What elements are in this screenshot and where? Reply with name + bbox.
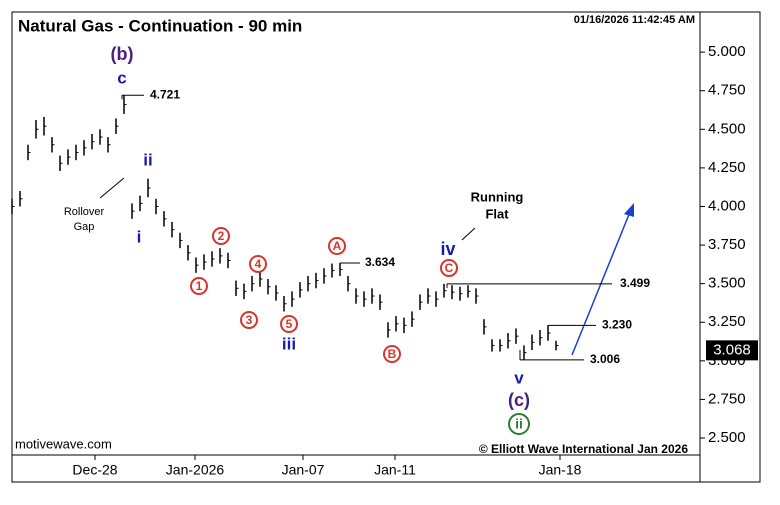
wave-label: (b): [111, 44, 134, 64]
x-tick-label: Dec-28: [72, 462, 117, 478]
y-tick-label: 4.250: [708, 159, 746, 176]
note-pointer: [99, 177, 125, 199]
wave-label: 2: [218, 229, 225, 243]
wave-label: ii: [515, 416, 523, 432]
wave-label: C: [445, 261, 454, 275]
wave-circle: [383, 345, 401, 363]
wave-label: 3: [246, 313, 253, 327]
wave-label: (c): [508, 390, 530, 410]
source: motivewave.com: [15, 436, 112, 451]
wave-label: iii: [282, 334, 296, 353]
timestamp: 01/16/2026 11:42:45 AM: [574, 14, 695, 26]
last-price-label: 3.068: [713, 341, 751, 358]
wave-label: i: [137, 227, 142, 246]
wave-circle: [440, 259, 458, 277]
wave-circle: [212, 227, 230, 245]
y-tick-label: 2.750: [708, 390, 746, 407]
wave-label: iv: [440, 239, 455, 259]
wave-label: A: [333, 239, 342, 253]
level-label: 3.230: [602, 318, 632, 332]
wave-circle: [280, 315, 298, 333]
note: Running: [471, 189, 524, 204]
wave-label: B: [388, 347, 397, 361]
y-tick-label: 2.500: [708, 429, 746, 446]
wave-circle: [328, 237, 346, 255]
note: Flat: [485, 206, 509, 221]
y-tick-label: 3.750: [708, 236, 746, 253]
level-label: 3.634: [365, 255, 395, 269]
y-tick-label: 4.000: [708, 197, 746, 214]
y-tick-label: 5.000: [708, 43, 746, 60]
note: Rollover: [64, 206, 105, 218]
y-tick-label: 4.500: [708, 120, 746, 137]
y-tick-label: 4.750: [708, 82, 746, 99]
wave-circle: [249, 255, 267, 273]
wave-circle: [240, 311, 258, 329]
x-tick-label: Jan-07: [282, 462, 325, 478]
level-label: 4.721: [150, 87, 180, 101]
arrow-head: [624, 203, 634, 217]
frame: [11, 11, 761, 483]
wave-label: ii: [143, 150, 152, 169]
y-tick-label: 3.500: [708, 275, 746, 292]
x-tick-label: Jan-11: [374, 462, 416, 478]
wave-label: 1: [196, 279, 203, 293]
wave-label: v: [514, 368, 524, 387]
y-tick-label: 3.250: [708, 313, 746, 330]
level-label: 3.006: [590, 352, 620, 366]
wave-label: c: [117, 68, 126, 87]
x-tick-label: Jan-18: [539, 462, 582, 478]
wave-circle: [190, 277, 208, 295]
wave-circle: [508, 413, 530, 435]
x-tick-label: Jan-2026: [166, 462, 225, 478]
copyright: © Elliott Wave International Jan 2026: [479, 442, 688, 456]
wave-label: 5: [286, 317, 293, 331]
chart-title: Natural Gas - Continuation - 90 min: [18, 16, 302, 35]
level-label: 3.499: [620, 276, 650, 290]
note-pointer: [461, 227, 476, 241]
note: Gap: [74, 221, 95, 233]
wave-label: 4: [255, 257, 262, 271]
last-price-box: [706, 340, 758, 361]
